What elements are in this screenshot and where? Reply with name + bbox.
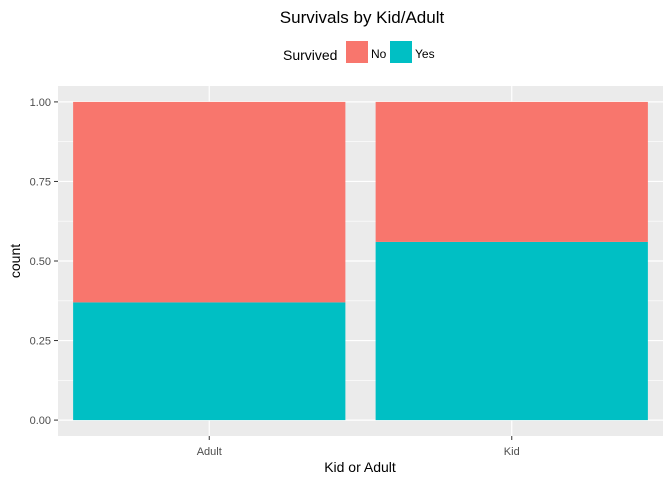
legend-swatch-no xyxy=(346,41,368,63)
y-tick-label: 0.75 xyxy=(30,176,51,188)
legend-title: Survived xyxy=(283,47,337,63)
x-axis-title: Kid or Adult xyxy=(324,459,396,475)
bars xyxy=(73,101,648,421)
legend: Survived No Yes xyxy=(283,41,435,63)
y-tick-label: 1.00 xyxy=(30,97,51,109)
legend-label-yes: Yes xyxy=(415,47,435,61)
chart-title: Survivals by Kid/Adult xyxy=(280,8,445,27)
bar-kid-yes xyxy=(375,241,648,421)
x-tick-label: Adult xyxy=(197,446,222,458)
y-tick-label: 0.25 xyxy=(30,336,51,348)
bar-kid-no xyxy=(375,101,648,242)
bar-adult-no xyxy=(73,101,346,303)
bar-adult-yes xyxy=(73,302,346,421)
y-tick-label: 0.00 xyxy=(30,415,51,427)
y-tick-label: 0.50 xyxy=(30,256,51,268)
legend-swatch-yes xyxy=(390,41,412,63)
y-axis-title: count xyxy=(7,244,23,278)
legend-label-no: No xyxy=(371,47,387,61)
y-axis: 0.00 0.25 0.50 0.75 1.00 xyxy=(30,97,58,427)
x-axis: Adult Kid xyxy=(197,436,520,458)
x-tick-label: Kid xyxy=(504,446,520,458)
